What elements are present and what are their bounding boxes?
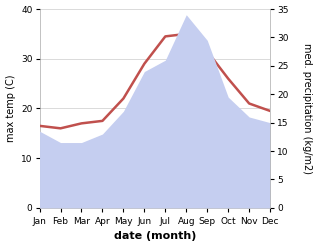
Y-axis label: med. precipitation (kg/m2): med. precipitation (kg/m2) bbox=[302, 43, 313, 174]
X-axis label: date (month): date (month) bbox=[114, 231, 196, 242]
Y-axis label: max temp (C): max temp (C) bbox=[5, 75, 16, 142]
